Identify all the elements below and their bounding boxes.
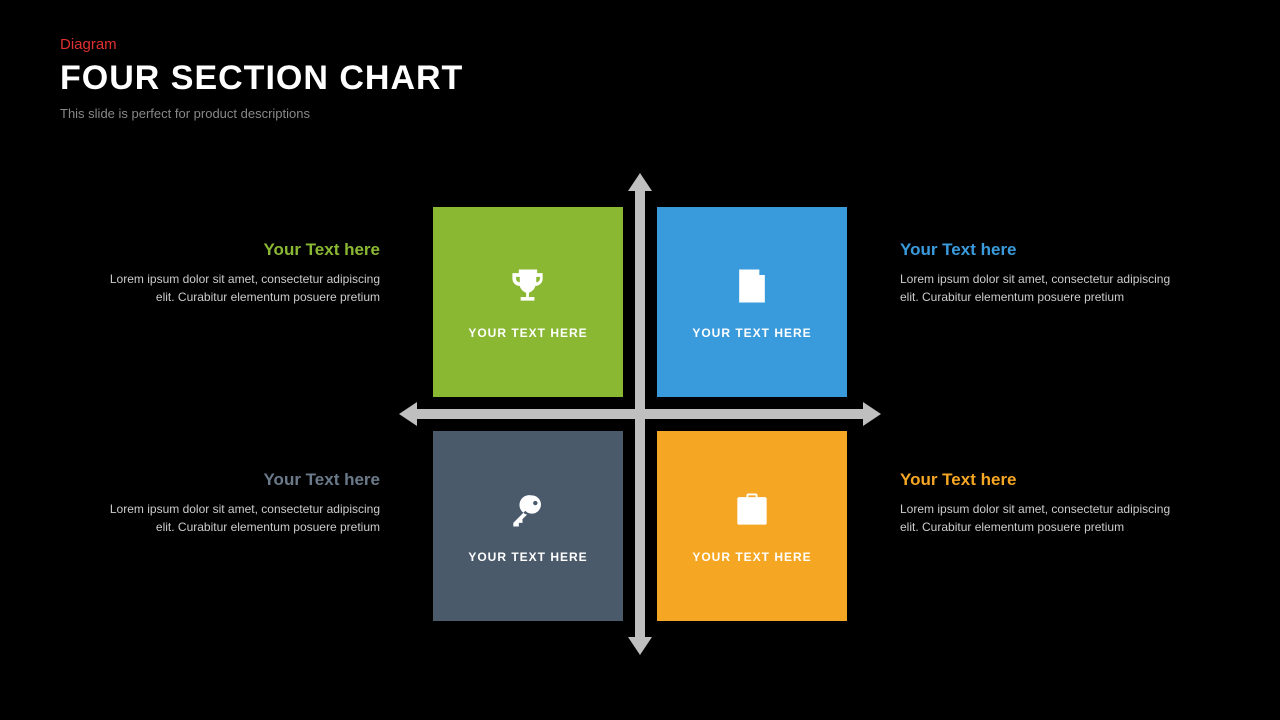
quadrant-tile-bottom-left: YOUR TEXT HERE [433, 431, 623, 621]
side-heading: Your Text here [900, 470, 1180, 490]
slide-subtitle: This slide is perfect for product descri… [60, 106, 463, 121]
category-label: Diagram [60, 36, 463, 53]
side-text-top-right: Your Text here Lorem ipsum dolor sit ame… [900, 240, 1180, 306]
side-text-bottom-left: Your Text here Lorem ipsum dolor sit ame… [100, 470, 380, 536]
axis-horizontal [413, 409, 867, 419]
tile-label: YOUR TEXT HERE [692, 550, 811, 564]
slide-header: Diagram FOUR SECTION CHART This slide is… [60, 36, 463, 121]
arrow-right-icon [863, 402, 881, 426]
side-text-bottom-right: Your Text here Lorem ipsum dolor sit ame… [900, 470, 1180, 536]
side-text-top-left: Your Text here Lorem ipsum dolor sit ame… [100, 240, 380, 306]
side-heading: Your Text here [100, 240, 380, 260]
quadrant-tile-top-left: YOUR TEXT HERE [433, 207, 623, 397]
side-body: Lorem ipsum dolor sit amet, consectetur … [900, 270, 1180, 306]
side-heading: Your Text here [100, 470, 380, 490]
quadrant-chart: YOUR TEXT HERE YOUR TEXT HERE YOUR TEXT … [413, 187, 867, 641]
quadrant-tile-bottom-right: YOUR TEXT HERE [657, 431, 847, 621]
side-body: Lorem ipsum dolor sit amet, consectetur … [900, 500, 1180, 536]
side-body: Lorem ipsum dolor sit amet, consectetur … [100, 270, 380, 306]
tile-label: YOUR TEXT HERE [468, 550, 587, 564]
briefcase-icon [730, 488, 774, 532]
trophy-icon [506, 264, 550, 308]
arrow-down-icon [628, 637, 652, 655]
quadrant-tile-top-right: YOUR TEXT HERE [657, 207, 847, 397]
side-heading: Your Text here [900, 240, 1180, 260]
tile-label: YOUR TEXT HERE [468, 326, 587, 340]
tile-label: YOUR TEXT HERE [692, 326, 811, 340]
side-body: Lorem ipsum dolor sit amet, consectetur … [100, 500, 380, 536]
key-icon [506, 488, 550, 532]
arrow-up-icon [628, 173, 652, 191]
slide-title: FOUR SECTION CHART [60, 59, 463, 98]
arrow-left-icon [399, 402, 417, 426]
book-icon [730, 264, 774, 308]
